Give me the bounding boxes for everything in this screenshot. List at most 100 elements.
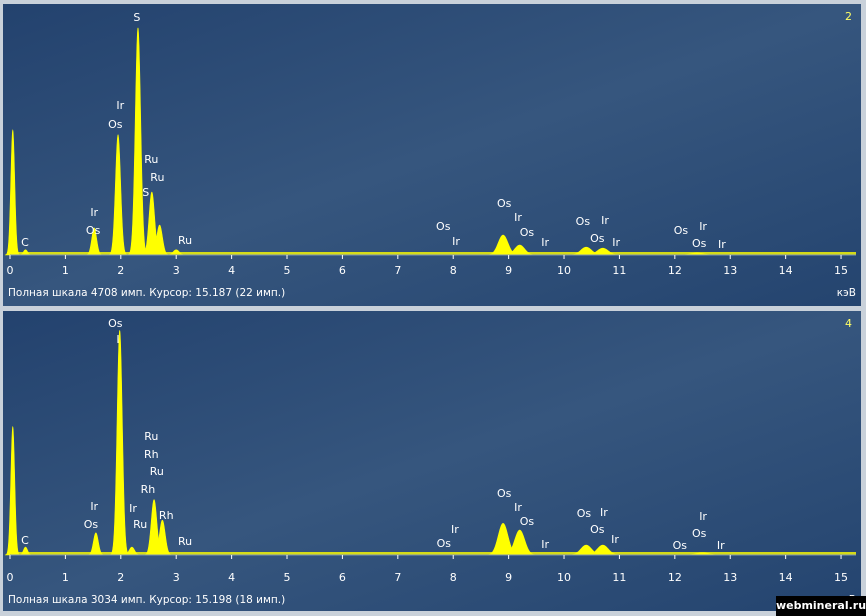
element-label: S (142, 186, 149, 199)
element-label: Os (520, 515, 535, 528)
x-tick-label: 9 (505, 264, 512, 277)
panel-label: 2 (845, 10, 852, 23)
peak (4, 425, 21, 556)
element-label: Ir (600, 506, 608, 519)
element-label: Rh (159, 509, 174, 522)
peak (109, 330, 131, 556)
x-tick-label: 3 (173, 264, 180, 277)
x-tick-label: 1 (62, 571, 69, 584)
element-label: Os (674, 224, 689, 237)
panel-background (3, 311, 861, 611)
x-tick-label: 6 (339, 571, 346, 584)
element-label: Ir (451, 523, 459, 536)
x-tick-label: 2 (117, 571, 124, 584)
x-tick-label: 12 (668, 264, 682, 277)
x-tick-label: 11 (612, 571, 626, 584)
element-label: Ru (150, 465, 164, 478)
x-tick-label: 14 (779, 571, 793, 584)
element-label: Ir (514, 211, 522, 224)
element-label: Os (590, 523, 605, 536)
x-tick-label: 10 (557, 571, 571, 584)
x-tick-label: 9 (505, 571, 512, 584)
peak (150, 519, 174, 556)
x-tick-label: 6 (339, 264, 346, 277)
x-tick-label: 5 (284, 571, 291, 584)
x-tick-label: 4 (228, 264, 235, 277)
element-label: Os (520, 226, 535, 239)
x-tick-label: 15 (834, 571, 848, 584)
element-label: Ir (514, 501, 522, 514)
peak (148, 224, 171, 256)
noise-band (10, 252, 856, 255)
element-label: Os (673, 539, 688, 552)
element-label: Os (84, 518, 99, 531)
x-tick-label: 8 (450, 571, 457, 584)
spectrum-panel: 0 1 2 3 4 5 6 7 8 9 10 11 12 13 14 15OsIRuRhRuRhRhIrOsI… (4, 317, 856, 606)
element-label: Ir (90, 206, 98, 219)
element-label: Ru (178, 535, 192, 548)
element-label: Ir (612, 236, 620, 249)
watermark-box (776, 596, 866, 616)
x-tick-label: 10 (557, 264, 571, 277)
element-label: Ir (90, 500, 98, 513)
element-label: Ir (541, 236, 549, 249)
x-tick-label: 3 (173, 571, 180, 584)
x-tick-label: 7 (394, 571, 401, 584)
x-tick-label: 13 (723, 571, 737, 584)
element-label: C (21, 236, 29, 249)
peak (107, 134, 129, 256)
element-label: Ir (611, 533, 619, 546)
peak (84, 227, 104, 256)
x-tick-label: 0 (7, 264, 14, 277)
element-label: Os (577, 507, 592, 520)
element-label: Os (108, 317, 123, 330)
element-label: Os (576, 215, 591, 228)
x-tick-label: 11 (612, 264, 626, 277)
element-label: Os (692, 237, 707, 250)
x-tick-label: 5 (284, 264, 291, 277)
x-tick-label: 4 (228, 571, 235, 584)
element-label: Ru (133, 518, 147, 531)
element-label: Ir (541, 538, 549, 551)
watermark: webmineral.ru (776, 599, 866, 612)
peak (499, 529, 540, 556)
status-line: Полная шкала 3034 имп. Курсор: 15.198 (1… (8, 594, 285, 606)
x-tick-label: 7 (394, 264, 401, 277)
x-tick-label: 2 (117, 264, 124, 277)
element-label: Ir (699, 510, 707, 523)
x-tick-label: 14 (779, 264, 793, 277)
element-label: Ru (144, 153, 158, 166)
element-label: Ru (178, 234, 192, 247)
element-label: Ir (601, 214, 609, 227)
element-label: Os (86, 224, 101, 237)
x-tick-label: 8 (450, 264, 457, 277)
peak (86, 532, 106, 556)
element-label: C (21, 534, 29, 547)
element-label: Ru (144, 430, 158, 443)
element-label: Os (108, 118, 123, 131)
panel-label: 4 (845, 317, 852, 330)
x-axis-label: кэВ (837, 287, 856, 299)
x-tick-label: 1 (62, 264, 69, 277)
x-tick-label: 13 (723, 264, 737, 277)
element-label: Ir (699, 220, 707, 233)
panel-background (3, 4, 861, 306)
element-label: Ir (116, 99, 124, 112)
element-label: Os (497, 197, 512, 210)
element-label: Rh (141, 483, 156, 496)
peak (4, 129, 21, 256)
element-label: Rh (144, 448, 159, 461)
element-label: Ir (452, 235, 460, 248)
x-tick-label: 15 (834, 264, 848, 277)
status-line: Полная шкала 4708 имп. Курсор: 15.187 (2… (8, 287, 285, 299)
element-label: Ir (129, 502, 137, 515)
element-label: Os (436, 220, 451, 233)
x-tick-label: 0 (7, 571, 14, 584)
element-label: I (116, 333, 119, 346)
element-label: Ir (717, 539, 725, 552)
noise-band (10, 552, 856, 555)
element-label: Os (692, 527, 707, 540)
